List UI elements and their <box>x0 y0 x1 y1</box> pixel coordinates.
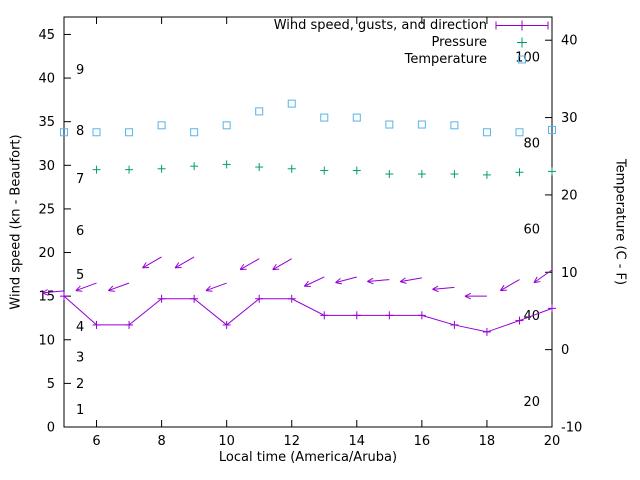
svg-text:5: 5 <box>76 268 84 283</box>
svg-text:9: 9 <box>76 63 84 78</box>
svg-text:40: 40 <box>523 309 540 324</box>
svg-text:80: 80 <box>523 137 540 152</box>
svg-text:8: 8 <box>157 434 165 449</box>
svg-text:30: 30 <box>561 111 578 126</box>
svg-text:20: 20 <box>544 434 561 449</box>
svg-text:20: 20 <box>561 188 578 203</box>
legend-label-pressure: Pressure <box>431 35 487 50</box>
svg-text:16: 16 <box>414 434 431 449</box>
svg-text:40: 40 <box>38 72 55 87</box>
pressure-legend-marker-icon <box>494 36 550 49</box>
svg-text:0: 0 <box>47 421 55 436</box>
svg-text:12: 12 <box>283 434 300 449</box>
svg-text:1: 1 <box>76 403 84 418</box>
svg-text:4: 4 <box>76 320 84 335</box>
wind-legend-marker-icon <box>494 19 550 32</box>
svg-text:40: 40 <box>561 34 578 49</box>
svg-text:30: 30 <box>38 159 55 174</box>
svg-text:6: 6 <box>92 434 100 449</box>
svg-text:0: 0 <box>561 343 569 358</box>
svg-text:18: 18 <box>479 434 496 449</box>
legend-label-wind: Wind speed, gusts, and direction <box>273 18 487 33</box>
svg-text:100: 100 <box>515 51 540 66</box>
svg-text:7: 7 <box>76 172 84 187</box>
svg-text:3: 3 <box>76 351 84 366</box>
svg-text:60: 60 <box>523 222 540 237</box>
legend-row-wind: Wind speed, gusts, and direction <box>274 17 550 34</box>
svg-text:2: 2 <box>76 377 84 392</box>
svg-text:10: 10 <box>38 333 55 348</box>
y-axis-right-title: Temperature (C - F) <box>612 158 628 286</box>
svg-text:20: 20 <box>38 246 55 261</box>
x-axis-title: Local time (America/Aruba) <box>218 450 398 465</box>
svg-text:45: 45 <box>38 28 55 43</box>
svg-text:14: 14 <box>349 434 366 449</box>
svg-text:35: 35 <box>38 115 55 130</box>
svg-text:5: 5 <box>47 377 55 392</box>
legend-row-pressure: Pressure <box>431 34 550 51</box>
svg-text:6: 6 <box>76 224 84 239</box>
legend-row-temperature: Temperature <box>405 51 550 68</box>
svg-text:20: 20 <box>523 395 540 410</box>
svg-text:10: 10 <box>561 266 578 281</box>
svg-text:25: 25 <box>38 202 55 217</box>
temperature-legend-marker-icon <box>494 53 550 66</box>
y-axis-left-title: Wind speed (kn - Beaufort) <box>8 134 24 310</box>
legend: Wind speed, gusts, and direction Pressur… <box>274 17 550 68</box>
svg-text:8: 8 <box>76 124 84 139</box>
svg-text:-10: -10 <box>561 421 582 436</box>
svg-text:10: 10 <box>218 434 235 449</box>
legend-label-temperature: Temperature <box>404 52 487 67</box>
